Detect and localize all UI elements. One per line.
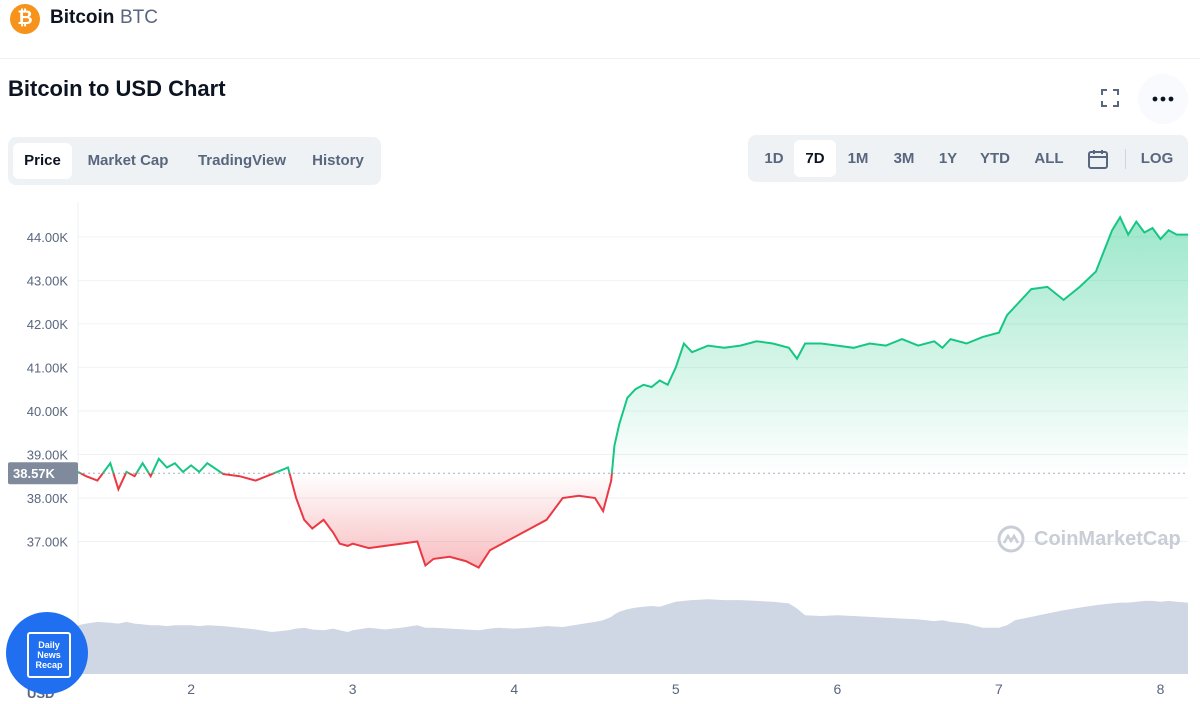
baseline-value-label: 38.57K [13,466,56,481]
price-line-down [78,473,613,569]
coinmarketcap-logo-icon [997,525,1025,553]
watermark-text: CoinMarketCap [1034,527,1181,550]
x-tick-label: 5 [672,681,680,697]
range-1y[interactable]: 1Y [938,150,958,167]
bitcoin-logo-icon: ₿ [10,4,40,34]
price-chart[interactable]: 37.00K 38.00K 39.00K 40.00K 41.00K 42.00K 43.0… [0,190,1200,704]
news-badge-line1: Daily [38,640,60,650]
coin-header: ₿ Bitcoin BTC [0,0,1200,59]
y-axis: 37.00K 38.00K 39.00K 40.00K 41.00K 42.00K 43.0… [27,230,69,550]
baseline-price-tag: 38.57K [8,462,78,485]
news-badge-line2: News [37,650,61,660]
page-title: Bitcoin to USD Chart [8,76,226,101]
tab-history[interactable]: History [312,152,364,169]
more-horizontal-icon [1152,96,1174,102]
y-tick-label: 39.00K [27,447,69,462]
x-tick-label: 6 [833,681,841,697]
y-tick-label: 43.00K [27,273,69,288]
range-ytd[interactable]: YTD [980,150,1010,167]
y-tick-label: 42.00K [27,317,69,332]
baseline-tag-background [8,462,78,485]
range-1d[interactable]: 1D [764,150,784,167]
x-axis: 2 3 4 5 6 7 8 [187,681,1164,697]
range-divider [1125,149,1126,169]
more-options-button[interactable] [1138,74,1188,124]
time-range-selector: 1D 7D 1M 3M 1Y YTD ALL LOG [748,135,1188,182]
range-7d[interactable]: 7D [794,140,836,177]
news-badge-frame: Daily News Recap [27,632,71,678]
y-tick-label: 37.00K [27,535,69,550]
coinmarketcap-watermark: CoinMarketCap [996,524,1181,554]
coin-name[interactable]: Bitcoin [50,7,115,28]
price-area-above-baseline [78,217,1188,474]
volume-area [78,599,1188,674]
x-tick-label: 2 [187,681,195,697]
range-log[interactable]: LOG [1140,150,1174,167]
price-line-up [77,215,1188,474]
range-3m[interactable]: 3M [893,150,915,167]
tab-market-cap[interactable]: Market Cap [87,152,169,169]
fullscreen-icon [1101,89,1119,107]
x-tick-label: 8 [1157,681,1165,697]
y-tick-label: 44.00K [27,230,69,245]
news-badge-line3: Recap [35,660,63,670]
range-all[interactable]: ALL [1034,150,1064,167]
y-tick-label: 38.00K [27,491,69,506]
x-tick-label: 7 [995,681,1003,697]
chart-type-tabs: Price Market Cap TradingView History [8,137,381,185]
tab-price[interactable]: Price [13,143,72,179]
y-tick-label: 40.00K [27,404,69,419]
x-tick-label: 3 [349,681,357,697]
calendar-icon [1088,150,1108,169]
daily-news-recap-badge[interactable]: Daily News Recap [6,612,88,694]
coin-symbol: BTC [120,7,158,28]
y-tick-label: 41.00K [27,360,69,375]
date-picker-button[interactable] [1086,147,1110,171]
x-tick-label: 4 [510,681,518,697]
range-1m[interactable]: 1M [847,150,869,167]
fullscreen-button[interactable] [1090,78,1130,118]
tab-tradingview[interactable]: TradingView [197,152,287,169]
